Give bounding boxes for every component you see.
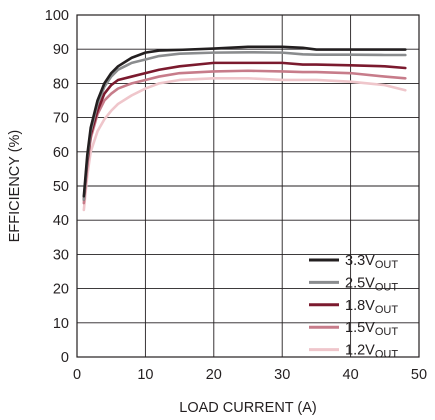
y-tick-label: 10 [53,316,69,332]
y-tick-labels: 0 10 20 30 40 50 60 70 80 90 100 [45,8,69,366]
y-axis-title: EFFICIENCY (%) [7,130,23,243]
y-tick-label: 70 [53,111,69,127]
plot-frame [76,14,420,358]
x-tick-label: 30 [274,367,290,383]
y-tick-label: 30 [53,247,69,263]
y-tick-label: 100 [45,8,69,24]
x-tick-label: 0 [73,367,81,383]
series-line-0 [82,45,407,198]
legend-label: 1.2VOUT [345,343,398,361]
legend-label: 1.8VOUT [345,298,398,316]
y-tick-label: 50 [53,179,69,195]
y-tick-label: 90 [53,42,69,58]
x-tick-label: 10 [137,367,153,383]
y-tick-label: 40 [53,213,69,229]
y-tick-label: 80 [53,76,69,92]
legend-label: 1.5VOUT [345,320,398,338]
x-tick-labels: 0 10 20 30 40 50 [73,367,427,383]
series-line-4 [82,76,407,212]
legend: 3.3VOUT 2.5VOUT 1.8VOUT 1.5VOUT 1.2VOUT [309,253,398,361]
x-tick-label: 50 [411,367,427,383]
x-tick-label: 40 [343,367,359,383]
y-tick-label: 20 [53,282,69,298]
y-tick-label: 60 [53,145,69,161]
series-line-2 [82,61,407,201]
legend-label: 2.5VOUT [345,275,398,293]
x-tick-label: 20 [206,367,222,383]
y-tick-label: 0 [61,350,69,366]
series-line-3 [82,69,407,205]
legend-label: 3.3VOUT [345,253,398,271]
x-axis-title: LOAD CURRENT (A) [179,400,317,416]
series-lines [82,45,407,212]
